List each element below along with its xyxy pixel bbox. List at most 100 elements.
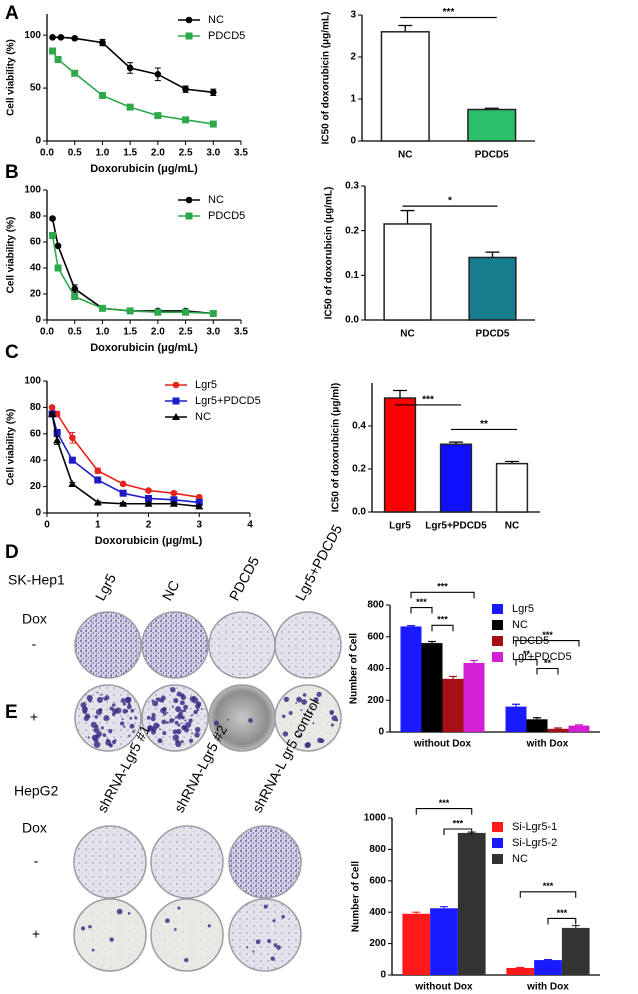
- colony: [301, 699, 307, 705]
- significance-label: ***: [443, 7, 455, 18]
- significance-label: ***: [437, 615, 448, 625]
- colony: [132, 730, 135, 733]
- bar: [383, 397, 417, 513]
- colony: [227, 718, 230, 721]
- colony: [184, 957, 189, 963]
- marker: [126, 103, 134, 111]
- y-axis-title: Number of Cell: [351, 861, 362, 932]
- colony: [166, 711, 169, 714]
- colony: [194, 726, 201, 733]
- y-tick-label: 0.2: [352, 464, 366, 475]
- colony: [185, 721, 192, 728]
- colony: [180, 694, 187, 700]
- error-bar: [554, 727, 562, 729]
- marker: [144, 499, 153, 507]
- y-tick-label: 50: [30, 83, 42, 94]
- marker: [98, 304, 106, 312]
- plate: [150, 898, 224, 972]
- colony: [178, 711, 183, 717]
- legend-label: Lgr5: [195, 379, 217, 391]
- colony: [122, 708, 128, 714]
- marker: [68, 456, 76, 464]
- colony: [162, 731, 167, 736]
- x-tick-label: 2.5: [179, 148, 193, 159]
- colony: [170, 687, 176, 693]
- legend-label: NC: [195, 411, 211, 423]
- significance-bracket: [547, 917, 577, 925]
- x-tick-label: 3.0: [206, 148, 220, 159]
- marker: [185, 212, 193, 220]
- marker: [185, 32, 193, 40]
- error-bar: [412, 911, 421, 914]
- colony: [129, 716, 133, 720]
- colony: [188, 718, 193, 723]
- colony: [171, 705, 174, 708]
- x-tick-label: NC: [398, 150, 412, 161]
- colony: [157, 724, 160, 727]
- colony: [94, 724, 99, 729]
- error-bar: [393, 389, 407, 399]
- colony: [255, 939, 261, 945]
- panel-letter: D: [5, 542, 19, 563]
- x-tick-label: 3: [196, 520, 202, 531]
- y-tick-label: 0.1: [345, 270, 359, 281]
- bar: [402, 913, 431, 975]
- marker: [53, 428, 61, 436]
- bar: [421, 643, 443, 732]
- significance-bracket: [515, 640, 580, 647]
- marker: [49, 215, 56, 222]
- plate: [274, 684, 342, 752]
- colony: [174, 720, 179, 725]
- colony: [153, 722, 160, 729]
- marker: [209, 89, 217, 96]
- x-tick-label: 0: [44, 520, 50, 531]
- bar: [439, 443, 473, 513]
- series-line: [51, 50, 214, 125]
- colony: [112, 703, 116, 707]
- plate: [74, 611, 142, 679]
- colony: [91, 948, 95, 952]
- x-tick-label: Lgr5: [389, 521, 411, 532]
- colony: [263, 904, 268, 909]
- marker: [48, 404, 56, 411]
- colony: [96, 691, 99, 694]
- x-tick-label: 1.0: [95, 148, 109, 159]
- bar: [547, 728, 569, 732]
- error-bar: [428, 640, 436, 644]
- marker: [182, 308, 190, 316]
- bar: [561, 927, 590, 975]
- y-tick-label: 1000: [364, 813, 387, 824]
- y-tick-label: 3: [350, 10, 356, 21]
- significance-label: *: [448, 196, 452, 207]
- bar: [457, 832, 486, 975]
- colony: [157, 738, 163, 744]
- colony: [304, 742, 311, 749]
- colony: [310, 705, 313, 708]
- colony: [88, 924, 92, 929]
- marker: [119, 489, 127, 497]
- row-label: -: [32, 636, 37, 652]
- plate: [150, 825, 224, 899]
- y-tick-label: 0.3: [345, 181, 359, 192]
- colony: [189, 738, 194, 743]
- bar: [442, 678, 464, 732]
- colony: [83, 715, 90, 722]
- colony: [100, 726, 104, 730]
- bar: [468, 256, 517, 321]
- bar: [467, 108, 517, 142]
- colony: [172, 729, 178, 734]
- x-tick-label: 1.0: [95, 327, 109, 338]
- colony: [105, 739, 112, 746]
- significance-bracket: [431, 624, 454, 632]
- marker: [195, 493, 203, 501]
- colony: [146, 716, 151, 720]
- marker: [195, 502, 204, 510]
- x-tick-label: 1: [95, 520, 101, 531]
- legend-swatch: [492, 652, 503, 662]
- bar: [463, 662, 485, 732]
- colony: [296, 730, 299, 733]
- y-axis-title: Cell viability (%): [6, 217, 17, 294]
- error-bar: [407, 625, 415, 627]
- colony: [300, 709, 303, 712]
- legend-swatch: [492, 620, 503, 630]
